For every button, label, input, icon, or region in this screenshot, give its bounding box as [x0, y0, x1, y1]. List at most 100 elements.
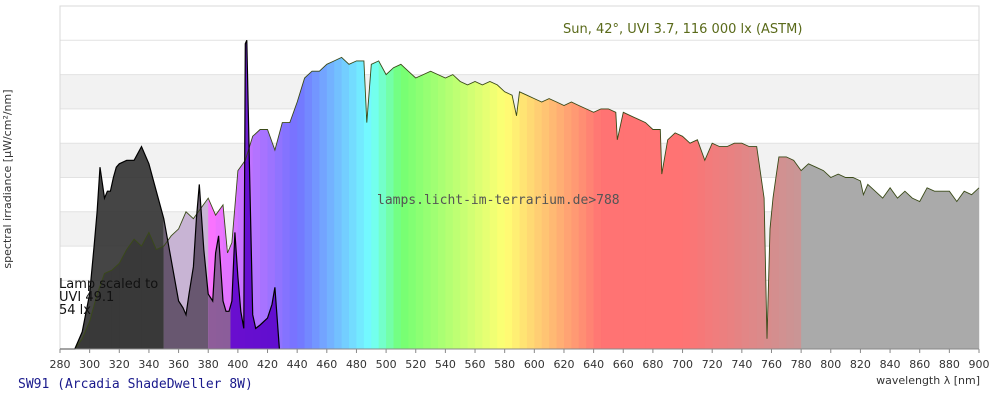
x-tick-label: 380	[198, 358, 219, 371]
spectrum-band	[875, 57, 884, 349]
spectrum-band	[415, 57, 424, 349]
spectrum-band	[801, 57, 810, 349]
spectrum-band	[675, 57, 684, 349]
spectrum-band	[252, 57, 261, 349]
spectrum-band	[934, 57, 943, 349]
spectrum-band	[482, 57, 491, 349]
spectrum-band	[904, 57, 913, 349]
spectrum-band	[563, 57, 572, 349]
spectrum-band	[519, 57, 528, 349]
x-tick-label: 460	[316, 358, 337, 371]
spectrum-band	[311, 57, 320, 349]
sun-series-title: Sun, 42°, UVI 3.7, 116 000 lx (ASTM)	[563, 22, 803, 37]
spectrum-band	[697, 57, 706, 349]
spectrum-band	[504, 57, 513, 349]
x-tick-label: 560	[465, 358, 486, 371]
spectrum-band	[660, 57, 669, 349]
x-tick-label: 300	[79, 358, 100, 371]
spectrum-band	[778, 57, 787, 349]
spectrum-band	[349, 57, 358, 349]
x-tick-label: 620	[553, 358, 574, 371]
spectrum-band	[460, 57, 469, 349]
spectrum-band	[586, 57, 595, 349]
spectrum-band	[882, 57, 891, 349]
spectrum-band	[793, 57, 802, 349]
spectrum-band	[771, 57, 780, 349]
spectrum-band	[756, 57, 765, 349]
x-tick-label: 360	[168, 358, 189, 371]
spectrum-band	[341, 57, 350, 349]
x-tick-label: 820	[850, 358, 871, 371]
x-tick-label: 480	[346, 358, 367, 371]
spectrum-band	[571, 57, 580, 349]
spectrum-band	[593, 57, 602, 349]
spectrum-band	[430, 57, 439, 349]
lamp-note-line-1: Lamp scaled to	[59, 277, 159, 292]
lamp-scale-note: Lamp scaled to UVI 49.1 54 lx	[59, 278, 158, 317]
spectrum-band	[445, 57, 454, 349]
x-tick-label: 580	[494, 358, 515, 371]
spectrum-band	[971, 57, 980, 349]
watermark-text: lamps.licht-im-terrarium.de>788	[377, 193, 620, 208]
x-tick-label: 640	[583, 358, 604, 371]
spectrum-band	[853, 57, 862, 349]
spectrum-band	[356, 57, 365, 349]
spectrum-band	[630, 57, 639, 349]
lamp-spectrum-layer	[60, 40, 280, 350]
spectrum-band	[615, 57, 624, 349]
x-tick-label: 700	[672, 358, 693, 371]
spectrum-band	[267, 57, 276, 349]
spectrum-band	[949, 57, 958, 349]
spectrum-band	[919, 57, 928, 349]
spectrum-band	[260, 57, 269, 349]
x-tick-label: 540	[435, 358, 456, 371]
spectrum-band	[845, 57, 854, 349]
spectrum-band	[741, 57, 750, 349]
spectrum-band	[274, 57, 283, 349]
spectrum-band	[534, 57, 543, 349]
spectrum-band	[645, 57, 654, 349]
x-tick-label: 600	[524, 358, 545, 371]
sun-spectrum-line	[74, 56, 980, 350]
spectrum-band	[719, 57, 728, 349]
spectrum-band	[689, 57, 698, 349]
spectrum-band	[334, 57, 343, 349]
x-tick-label: 280	[50, 358, 71, 371]
spectrum-band	[237, 57, 246, 349]
lamp-spectrum-line	[60, 40, 280, 350]
spectrum-band	[682, 57, 691, 349]
spectrum-band	[467, 57, 476, 349]
x-tick-label: 860	[909, 358, 930, 371]
lamp-name-label: SW91 (Arcadia ShadeDweller 8W)	[18, 377, 253, 392]
spectrum-band	[927, 57, 936, 349]
outline-layer	[60, 40, 980, 350]
spectrum-band	[608, 57, 617, 349]
spectrum-band	[371, 57, 380, 349]
lamp-spectrum-segment	[60, 146, 164, 349]
spectrum-band	[667, 57, 676, 349]
spectrum-band	[912, 57, 921, 349]
spectrum-band	[297, 57, 306, 349]
lamp-spectrum-segment	[208, 235, 231, 349]
spectrum-band	[652, 57, 661, 349]
spectrum-band	[786, 57, 795, 349]
lamp-spectrum-segment	[163, 184, 209, 349]
spectrum-band	[393, 57, 402, 349]
spectrum-band	[734, 57, 743, 349]
spectrum-band	[860, 57, 869, 349]
x-tick-label: 420	[257, 358, 278, 371]
spectrum-band	[556, 57, 565, 349]
spectrum-band	[956, 57, 965, 349]
spectrum-band	[319, 57, 328, 349]
spectrum-band	[638, 57, 647, 349]
spectrum-band	[867, 57, 876, 349]
spectrum-band	[838, 57, 847, 349]
x-tick-label: 720	[702, 358, 723, 371]
spectrum-band	[497, 57, 506, 349]
x-tick-label: 780	[791, 358, 812, 371]
spectrum-band	[386, 57, 395, 349]
spectrum-band	[815, 57, 824, 349]
x-tick-label: 340	[138, 358, 159, 371]
spectrum-band	[941, 57, 950, 349]
